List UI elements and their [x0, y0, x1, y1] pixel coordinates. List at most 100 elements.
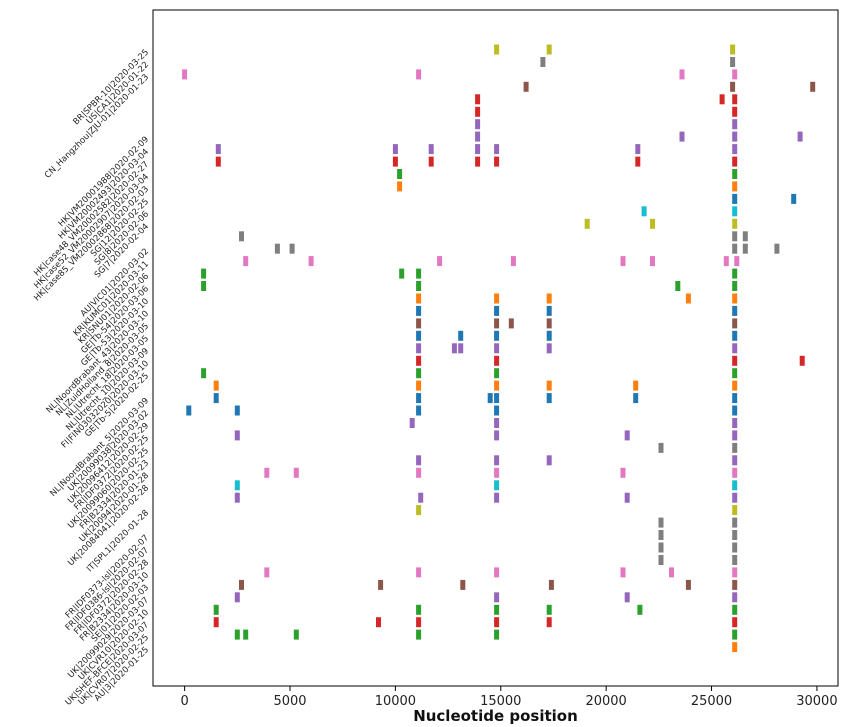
- mutation-mark-row30-1: [494, 418, 500, 428]
- mutation-mark-row24-4: [546, 343, 552, 354]
- mutation-mark-row19-2: [675, 281, 681, 291]
- mutation-mark-row4-2: [732, 94, 738, 105]
- mutation-mark-row17-5: [650, 256, 655, 267]
- mutation-mark-row45-0: [213, 604, 219, 615]
- mutation-mark-row43-2: [460, 579, 466, 590]
- mutation-mark-row14-0: [584, 218, 590, 229]
- mutation-mark-row27-3: [546, 380, 552, 391]
- mutation-mark-row8-0: [215, 144, 221, 155]
- mutation-mark-row27-5: [732, 380, 738, 391]
- mutation-mark-row34-1: [293, 467, 299, 478]
- mutation-mark-row2-3: [732, 69, 738, 80]
- mutation-mark-row45-5: [732, 604, 738, 615]
- mutation-mark-row34-0: [264, 467, 270, 478]
- mutation-marks: [182, 44, 816, 653]
- x-axis-title: Nucleotide position: [413, 707, 578, 725]
- mutation-mark-row9-6: [732, 156, 738, 167]
- mutation-mark-row30-0: [409, 418, 415, 428]
- mutation-mark-row47-4: [494, 629, 500, 640]
- mutation-mark-row2-2: [679, 69, 685, 80]
- mutation-mark-row17-2: [437, 256, 443, 267]
- mutation-mark-row3-2: [810, 81, 816, 92]
- mutation-mark-row33-0: [416, 455, 422, 466]
- mutation-mark-row20-3: [685, 293, 691, 304]
- mutation-mark-row45-4: [637, 604, 643, 615]
- mutation-mark-row9-0: [215, 156, 221, 167]
- mutation-mark-row22-1: [494, 318, 500, 329]
- mutation-mark-row16-3: [742, 243, 748, 254]
- mutation-mark-row40-1: [732, 542, 738, 553]
- x-tick-label: 15000: [480, 694, 521, 709]
- mutation-mark-row6-0: [475, 119, 481, 130]
- x-tick-label: 20000: [585, 694, 626, 709]
- mutation-mark-row7-0: [475, 131, 481, 142]
- mutation-mark-row17-4: [620, 256, 626, 267]
- mutation-mark-row42-2: [494, 567, 500, 578]
- mutation-mark-row29-4: [732, 405, 738, 416]
- mutation-mark-row46-4: [546, 617, 552, 628]
- mutation-mark-row36-1: [418, 492, 424, 503]
- mutation-mark-row29-2: [416, 405, 422, 416]
- mutation-mark-row43-5: [732, 579, 738, 590]
- mutation-mark-row3-0: [523, 81, 529, 92]
- mutation-mark-row31-1: [494, 430, 500, 441]
- mutation-mark-row46-5: [732, 617, 738, 628]
- mutation-mark-row12-1: [791, 193, 797, 204]
- mutation-mark-row33-3: [732, 455, 738, 466]
- mutation-mark-row9-3: [475, 156, 481, 167]
- mutation-mark-row24-1: [451, 343, 457, 354]
- mutation-mark-row13-1: [732, 206, 738, 217]
- mutation-mark-row23-1: [458, 330, 464, 341]
- mutation-mark-row48-0: [732, 642, 738, 653]
- mutation-mark-row33-2: [546, 455, 552, 466]
- mutation-mark-row21-1: [494, 305, 500, 316]
- x-axis-ticks: 0 5000 10000 15000 20000 25000 30000: [180, 686, 838, 709]
- mutation-mark-row38-1: [732, 517, 738, 528]
- mutation-mark-row35-0: [234, 480, 240, 491]
- mutation-mark-row45-2: [494, 604, 500, 615]
- x-tick-label: 0: [180, 694, 188, 709]
- mutation-mark-row14-2: [732, 218, 738, 229]
- mutation-mark-row44-3: [732, 592, 738, 603]
- mutation-mark-row17-3: [510, 256, 516, 267]
- mutation-mark-row23-3: [546, 330, 552, 341]
- mutation-mark-row18-3: [732, 268, 738, 279]
- mutation-mark-row19-3: [732, 281, 738, 291]
- mutation-mark-row47-1: [243, 629, 249, 640]
- mutation-mark-row36-4: [732, 492, 738, 503]
- mutation-mark-row24-5: [732, 343, 738, 354]
- mutation-mark-row22-2: [508, 318, 514, 329]
- mutation-mark-row47-5: [732, 629, 738, 640]
- mutation-mark-row5-0: [475, 106, 481, 117]
- mutation-mark-row12-0: [732, 193, 738, 204]
- mutation-mark-row24-0: [416, 343, 422, 354]
- mutation-mark-row19-1: [416, 281, 422, 291]
- mutation-mark-row26-0: [201, 368, 207, 379]
- mutation-mark-row27-0: [213, 380, 219, 391]
- mutation-mark-row28-3: [494, 393, 500, 404]
- mutation-mark-row39-0: [658, 530, 664, 540]
- mutation-mark-row34-3: [494, 467, 500, 478]
- mutation-mark-row23-2: [494, 330, 500, 341]
- mutation-mark-row32-0: [658, 442, 664, 453]
- mutation-mark-row42-4: [669, 567, 674, 578]
- mutation-mark-row27-1: [416, 380, 422, 391]
- mutation-mark-row7-1: [679, 131, 685, 142]
- mutation-mark-row37-1: [732, 505, 738, 516]
- mutation-mark-row15-2: [742, 231, 748, 242]
- mutation-mark-row8-6: [732, 144, 738, 155]
- mutation-mark-row32-1: [732, 442, 738, 453]
- mutation-mark-row25-1: [494, 355, 500, 366]
- mutation-mark-row22-4: [732, 318, 738, 329]
- mutation-mark-row47-3: [416, 629, 422, 640]
- mutation-mark-row29-1: [234, 405, 240, 416]
- mutation-mark-row31-0: [234, 430, 240, 441]
- mutation-mark-row2-1: [416, 69, 422, 80]
- mutation-mark-row22-3: [546, 318, 552, 329]
- mutation-mark-row5-1: [732, 106, 738, 117]
- mutation-mark-row45-3: [546, 604, 552, 615]
- mutation-mark-row21-3: [732, 305, 738, 316]
- mutation-mark-row7-3: [797, 131, 803, 142]
- mutation-mark-row36-2: [494, 492, 500, 503]
